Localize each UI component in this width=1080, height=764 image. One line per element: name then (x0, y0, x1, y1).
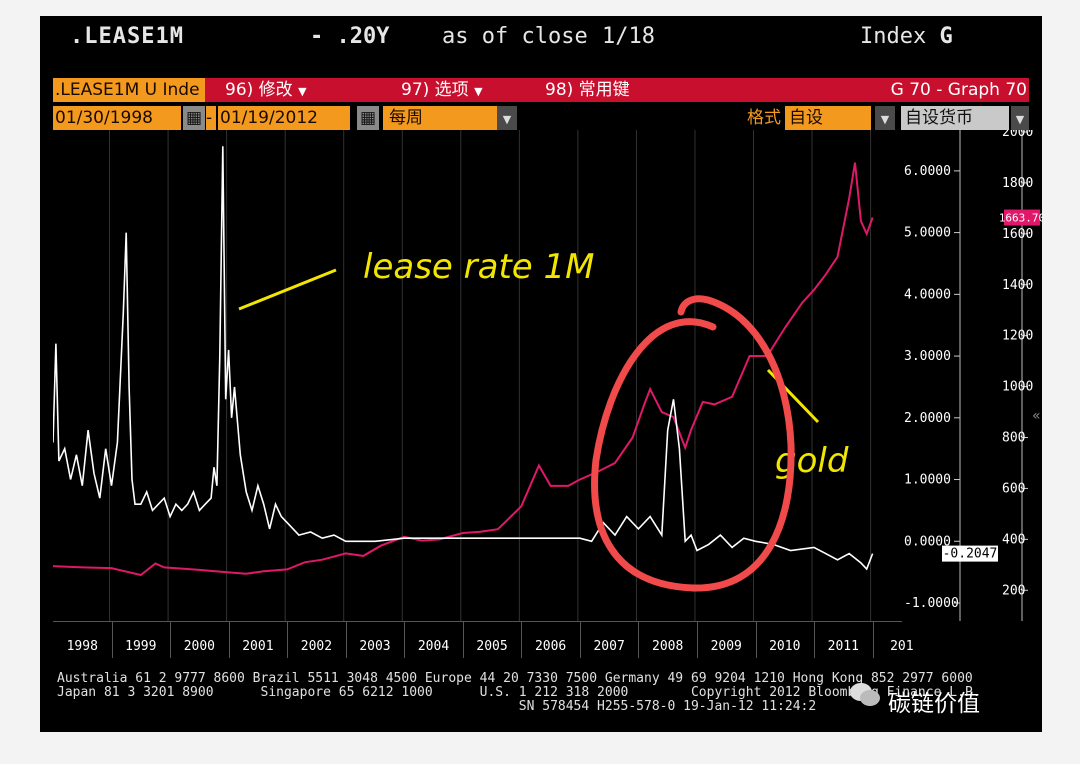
gold-series-line (53, 162, 874, 577)
spread-title: - .20Y (310, 24, 390, 49)
x-tick-label: 2010 (769, 639, 801, 654)
x-tick-label: 2003 (359, 639, 391, 654)
x-tick-label: 1998 (66, 639, 98, 654)
security-field[interactable]: .LEASE1M U Inde (53, 78, 205, 102)
calendar-icon[interactable]: ▦ (183, 106, 205, 130)
lease-annotation-label: lease rate 1M (363, 247, 594, 287)
lease-axis-tick-label: 3.0000 (904, 349, 951, 364)
as-of-date: 1/18 (602, 24, 655, 49)
lease-axis-tick-label: 5.0000 (904, 226, 951, 241)
x-tick-separator (345, 622, 347, 658)
x-tick-separator (814, 622, 816, 658)
x-tick-separator (111, 622, 113, 658)
x-tick-label: 2011 (827, 639, 859, 654)
lease-pointer-line (238, 268, 337, 311)
as-of-label: as of close (442, 24, 588, 49)
index-key: G (939, 24, 953, 49)
collapse-chevron-icon[interactable]: « (1032, 408, 1041, 424)
x-tick-label: 1999 (125, 639, 157, 654)
ticker-title: .LEASE1M (70, 24, 184, 49)
wechat-icon (850, 683, 880, 706)
chevron-down-icon[interactable]: ▼ (875, 106, 895, 130)
x-tick-separator (579, 622, 581, 658)
dropdown-arrow-icon: ▼ (298, 85, 307, 98)
x-tick-label: 2000 (183, 639, 215, 654)
gold-axis-tick-label: 800 (1002, 431, 1025, 446)
x-grid (109, 130, 872, 621)
lease-axis-tick-label: -1.0000 (904, 596, 959, 611)
footer-line-1: Australia 61 2 9777 8600 Brazil 5511 304… (57, 671, 973, 686)
x-tick-label: 2001 (242, 639, 274, 654)
x-tick-label: 2004 (417, 639, 450, 654)
x-tick-separator (462, 622, 464, 658)
gold-axis-tick-label: 2000 (1002, 130, 1033, 140)
footer-line-3: SN 578454 H255-578-0 19-Jan-12 11:24:2 (57, 699, 817, 714)
x-tick-label: 2008 (652, 639, 684, 654)
hotkeys-menu[interactable]: 98) 常用键 (535, 78, 695, 102)
lease-axis-tick-label: 1.0000 (904, 473, 951, 488)
x-tick-separator (228, 622, 230, 658)
x-tick-separator (404, 622, 406, 658)
gold-last-value-tag: 1663.70 (999, 209, 1042, 226)
gold-axis-tick-label: 1600 (1002, 227, 1033, 242)
format-select[interactable]: 自设 (785, 106, 871, 130)
lease-axis-tick-label: 4.0000 (904, 287, 951, 302)
index-label: Index G (860, 24, 953, 49)
end-date-field[interactable]: 01/19/2012 (218, 106, 350, 130)
x-tick-separator (287, 622, 289, 658)
lease-last-value: -0.2047 (943, 547, 998, 562)
start-date-field[interactable]: 01/30/1998 (53, 106, 181, 130)
lease-axis-ticks: 6.0000 5.0000 4.0000 3.0000 2.0000 1.0000 0.00… (904, 164, 960, 611)
chart-plot-area: lease rate 1M gold (53, 130, 874, 621)
gold-annotation-label: gold (775, 441, 849, 481)
x-tick-separator (696, 622, 698, 658)
x-tick-label: 2007 (593, 639, 625, 654)
x-axis-labels: 1998 1999 2000 2001 2002 2003 2004 2005 2006 2007… (53, 621, 914, 658)
gold-last-value: 1663.70 (999, 212, 1042, 225)
currency-select[interactable]: 自设货币 (901, 106, 1009, 130)
footer-contacts: Australia 61 2 9777 8600 Brazil 5511 304… (57, 672, 981, 714)
gold-axis-ticks: 2000 1800 1600 1400 1200 1000 800 600 400 200 (1002, 130, 1033, 598)
lease-last-value-tag: -0.2047 (942, 545, 998, 562)
date-separator: - (206, 106, 216, 130)
date-toolbar: 01/30/1998 ▦ - 01/19/2012 ▦ 每周 ▼ 格式 自设 ▼… (53, 106, 1029, 130)
bloomberg-terminal: .LEASE1M - .20Y as of close 1/18 Index G… (40, 16, 1042, 732)
gold-axis-tick-label: 1200 (1002, 329, 1033, 344)
period-select[interactable]: 每周 (383, 106, 499, 130)
lease-series-line (53, 146, 874, 571)
x-tick-separator (638, 622, 640, 658)
footer-line-2: Japan 81 3 3201 8900 Singapore 65 6212 1… (57, 685, 981, 700)
highlight-circle (591, 295, 795, 592)
gold-axis-tick-label: 400 (1002, 532, 1025, 547)
x-tick-label: 2005 (476, 639, 508, 654)
x-tick-label: 201 (890, 639, 914, 654)
command-toolbar: .LEASE1M U Inde 96) 修改 ▼ 97) 选项 ▼ 98) 常用… (53, 78, 1029, 102)
gold-axis-tick-label: 1800 (1002, 176, 1033, 191)
dropdown-arrow-icon: ▼ (474, 85, 483, 98)
x-tick-separator (170, 622, 172, 658)
x-tick-separator (872, 622, 874, 658)
modify-menu[interactable]: 96) 修改 ▼ (211, 78, 375, 102)
gold-axis-tick-label: 600 (1002, 481, 1025, 496)
x-tick-label: 2002 (300, 639, 333, 654)
calendar-icon[interactable]: ▦ (357, 106, 379, 130)
gold-axis-tick-label: 1000 (1002, 380, 1033, 395)
chevron-down-icon[interactable]: ▼ (497, 106, 517, 130)
chevron-down-icon[interactable]: ▼ (1011, 106, 1029, 130)
x-tick-label: 2006 (534, 639, 567, 654)
graph-label: G 70 - Graph 70 (833, 78, 1027, 102)
x-tick-separator (521, 622, 523, 658)
x-tick-label: 2009 (710, 639, 742, 654)
lease-axis-tick-label: 6.0000 (904, 164, 951, 179)
lease-axis-tick-label: 2.0000 (904, 411, 951, 426)
x-tick-separator (755, 622, 757, 658)
watermark-text: 碳链价值 (888, 691, 980, 717)
gold-axis-tick-label: 200 (1002, 583, 1025, 598)
lease-axis-tick-label: 0.0000 (904, 534, 951, 549)
options-menu[interactable]: 97) 选项 ▼ (371, 78, 551, 102)
gold-axis-tick-label: 1400 (1002, 278, 1033, 293)
right-axes: 6.0000 5.0000 4.0000 3.0000 2.0000 1.0000 0.00… (904, 130, 1042, 621)
format-label: 格式 (747, 108, 781, 128)
